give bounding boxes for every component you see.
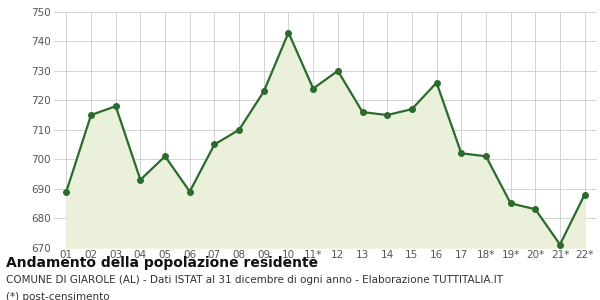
Text: COMUNE DI GIAROLE (AL) - Dati ISTAT al 31 dicembre di ogni anno - Elaborazione T: COMUNE DI GIAROLE (AL) - Dati ISTAT al 3… <box>6 275 503 285</box>
Text: Andamento della popolazione residente: Andamento della popolazione residente <box>6 256 318 271</box>
Text: (*) post-censimento: (*) post-censimento <box>6 292 110 300</box>
